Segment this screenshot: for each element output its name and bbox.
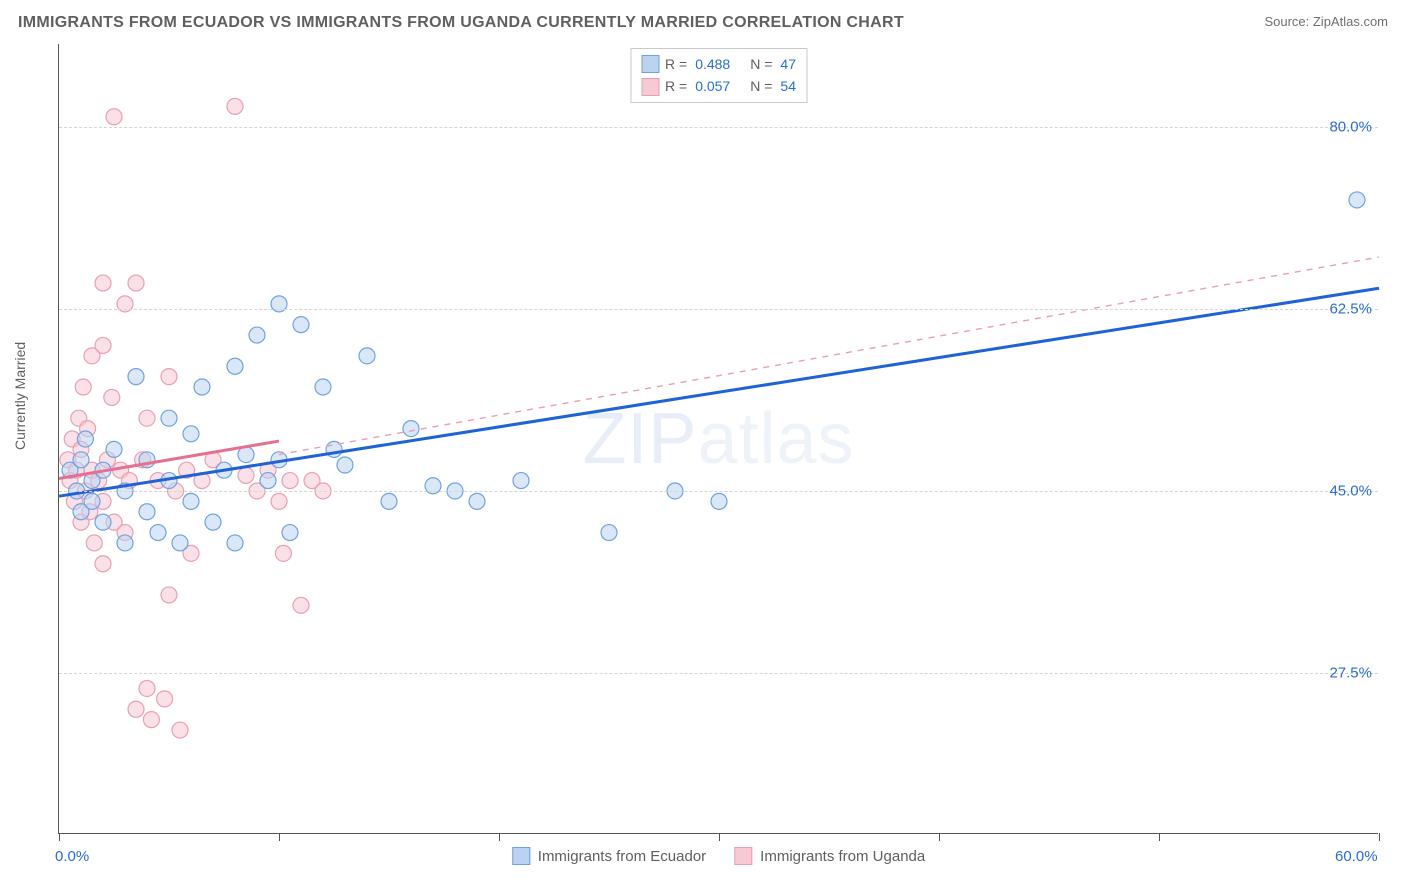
gridline-h <box>59 309 1378 310</box>
scatter-point <box>183 426 199 442</box>
legend-r-label: R = <box>665 53 687 75</box>
gridline-h <box>59 491 1378 492</box>
y-axis-label: Currently Married <box>12 342 28 450</box>
scatter-point <box>271 493 287 509</box>
scatter-point <box>117 535 133 551</box>
scatter-point <box>227 358 243 374</box>
gridline-h <box>59 673 1378 674</box>
scatter-point <box>172 722 188 738</box>
scatter-point <box>205 514 221 530</box>
scatter-point <box>161 587 177 603</box>
scatter-point <box>260 473 276 489</box>
y-tick-label: 45.0% <box>1329 482 1372 499</box>
scatter-point <box>293 597 309 613</box>
scatter-point <box>128 275 144 291</box>
scatter-point <box>601 525 617 541</box>
scatter-point <box>275 545 291 561</box>
legend-series-item: Immigrants from Ecuador <box>512 847 706 865</box>
y-tick-label: 27.5% <box>1329 664 1372 681</box>
chart-plot-area: ZIPatlas R =0.488N =47R =0.057N =54 Immi… <box>58 44 1378 834</box>
legend-series-item: Immigrants from Uganda <box>734 847 925 865</box>
scatter-point <box>150 525 166 541</box>
scatter-point <box>161 410 177 426</box>
x-tick <box>59 833 60 841</box>
scatter-point <box>143 712 159 728</box>
scatter-point <box>84 493 100 509</box>
scatter-svg <box>59 44 1378 833</box>
scatter-point <box>315 379 331 395</box>
scatter-point <box>95 556 111 572</box>
legend-r-value: 0.057 <box>695 75 730 97</box>
trend-line-dashed <box>279 257 1379 455</box>
scatter-point <box>77 431 93 447</box>
x-tick <box>499 833 500 841</box>
scatter-point <box>128 701 144 717</box>
scatter-point <box>194 379 210 395</box>
legend-stats-box: R = 0.488 N = 47 R = 0.057 N = 54 <box>630 48 807 103</box>
gridline-h <box>59 127 1378 128</box>
scatter-point <box>403 421 419 437</box>
scatter-point <box>75 379 91 395</box>
x-tick <box>1159 833 1160 841</box>
scatter-point <box>513 473 529 489</box>
scatter-point <box>104 389 120 405</box>
legend-r-value: 0.488 <box>695 53 730 75</box>
legend-series-label: Immigrants from Ecuador <box>538 848 706 865</box>
legend-n-value: 47 <box>780 53 796 75</box>
x-tick <box>719 833 720 841</box>
chart-title: IMMIGRANTS FROM ECUADOR VS IMMIGRANTS FR… <box>18 14 904 32</box>
scatter-point <box>711 493 727 509</box>
x-tick <box>939 833 940 841</box>
scatter-point <box>172 535 188 551</box>
scatter-point <box>238 467 254 483</box>
y-tick-label: 80.0% <box>1329 119 1372 136</box>
scatter-point <box>86 535 102 551</box>
legend-bottom: Immigrants from Ecuador Immigrants from U… <box>512 847 925 865</box>
scatter-point <box>282 525 298 541</box>
legend-series-label: Immigrants from Uganda <box>760 848 925 865</box>
chart-header: IMMIGRANTS FROM ECUADOR VS IMMIGRANTS FR… <box>10 10 1396 44</box>
scatter-point <box>1349 192 1365 208</box>
legend-swatch <box>512 847 530 865</box>
scatter-point <box>359 348 375 364</box>
legend-r-label: R = <box>665 75 687 97</box>
scatter-point <box>139 410 155 426</box>
scatter-point <box>139 680 155 696</box>
x-tick <box>279 833 280 841</box>
scatter-point <box>95 514 111 530</box>
scatter-point <box>106 109 122 125</box>
legend-swatch <box>641 55 659 73</box>
scatter-point <box>282 473 298 489</box>
scatter-point <box>106 441 122 457</box>
legend-swatch <box>641 78 659 96</box>
scatter-point <box>128 369 144 385</box>
x-tick <box>1379 833 1380 841</box>
legend-swatch <box>734 847 752 865</box>
legend-stats-row: R = 0.057 N = 54 <box>641 75 796 97</box>
scatter-point <box>227 535 243 551</box>
scatter-point <box>161 369 177 385</box>
scatter-point <box>139 504 155 520</box>
scatter-point <box>249 327 265 343</box>
y-tick-label: 62.5% <box>1329 301 1372 318</box>
legend-n-value: 54 <box>780 75 796 97</box>
scatter-point <box>381 493 397 509</box>
legend-stats-row: R = 0.488 N = 47 <box>641 53 796 75</box>
legend-n-label: N = <box>750 75 772 97</box>
legend-n-label: N = <box>750 53 772 75</box>
chart-container: IMMIGRANTS FROM ECUADOR VS IMMIGRANTS FR… <box>10 10 1396 882</box>
scatter-point <box>183 493 199 509</box>
scatter-point <box>469 493 485 509</box>
scatter-point <box>157 691 173 707</box>
trend-line-solid <box>59 288 1379 496</box>
scatter-point <box>227 98 243 114</box>
x-tick-label: 60.0% <box>1335 848 1378 865</box>
scatter-point <box>95 337 111 353</box>
scatter-point <box>293 317 309 333</box>
scatter-point <box>95 275 111 291</box>
scatter-point <box>337 457 353 473</box>
chart-source: Source: ZipAtlas.com <box>1264 14 1388 29</box>
scatter-point <box>73 452 89 468</box>
x-tick-label: 0.0% <box>55 848 89 865</box>
